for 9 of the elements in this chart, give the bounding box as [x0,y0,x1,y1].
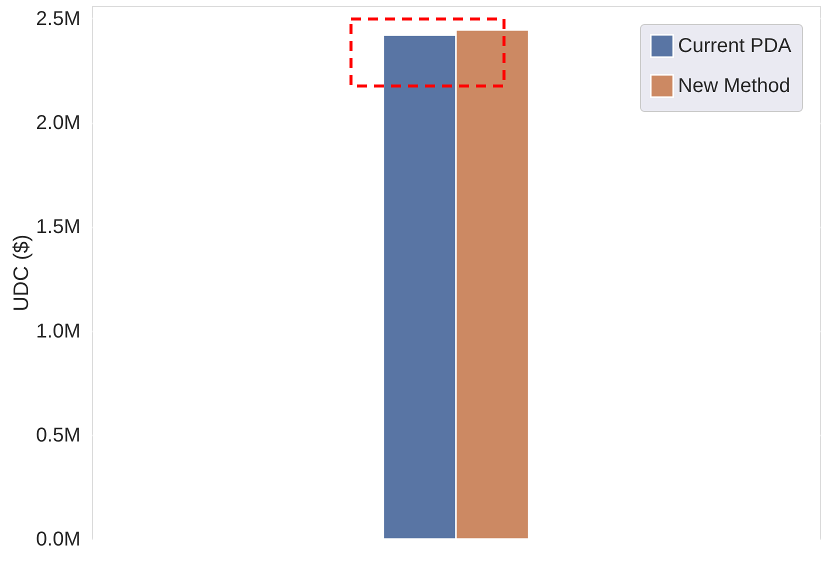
y-tick-label: 1.5M [36,216,80,238]
legend-label: Current PDA [678,35,792,57]
y-tick-label: 0.5M [36,424,80,446]
y-tick-label: 2.5M [36,8,80,30]
y-tick-label: 2.0M [36,112,80,134]
legend-label: New Method [678,75,790,97]
y-tick-label: 0.0M [36,528,80,550]
y-axis-title: UDC ($) [10,234,34,312]
y-tick-label: 1.0M [36,320,80,342]
